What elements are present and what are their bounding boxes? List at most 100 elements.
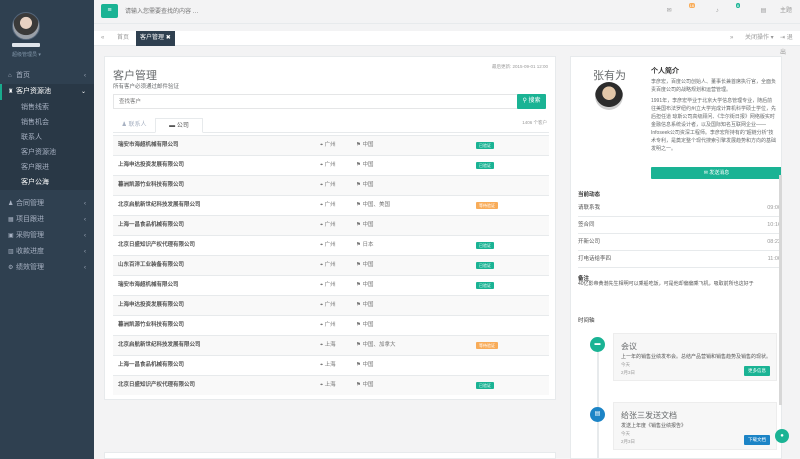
mail-button[interactable]: ✉ 16 <box>655 3 696 14</box>
activity-item[interactable]: 开新公司 08:22 <box>578 234 781 251</box>
country-label: 中国 <box>362 182 374 188</box>
close-icon[interactable]: ✖ <box>165 35 171 41</box>
table-row[interactable]: 瑞安市海超机械有限公司 ⌖ 广州 ⚑ 中国 已验证 <box>113 135 549 155</box>
company-city: ⌖ 上海 <box>320 356 336 375</box>
user-name-blurred <box>12 43 40 47</box>
table-row[interactable]: 上海申达投资发展有限公司 ⌖ 广州 ⚑ 中国 <box>113 295 549 315</box>
sidebar-item-label: 客户资源池 <box>16 88 51 95</box>
company-city: ⌖ 广州 <box>320 216 336 235</box>
chevron-left-icon: ‹ <box>84 201 86 207</box>
table-row[interactable]: 瑞安市海超机械有限公司 ⌖ 广州 ⚑ 中国 已验证 <box>113 275 549 295</box>
timeline-item-desc: 发送上年度《销售业绩报告》 <box>621 423 687 429</box>
sidebar-item-purchasing[interactable]: ▣ 采购管理 ‹ <box>0 228 94 244</box>
sidebar-subitem-contacts[interactable]: 联系人 <box>0 130 94 145</box>
note-title: 备注 <box>578 276 590 282</box>
table-row[interactable]: 暮洲凯源竹业科技有限公司 ⌖ 广州 ⚑ 中国 <box>113 175 549 195</box>
tabs-scroll-right-button[interactable]: » <box>730 35 734 41</box>
company-name[interactable]: 山东百洋工业装备有限公司 <box>118 262 185 268</box>
company-country: ⚑ 中国、加拿大 <box>356 336 395 355</box>
activity-item[interactable]: 签合同 10:16 <box>578 217 781 234</box>
company-name[interactable]: 上海申达投资发展有限公司 <box>118 302 185 308</box>
status-badge: 等待验证 <box>476 202 498 209</box>
calendar-icon: ▦ <box>8 217 14 223</box>
sidebar-item-payments[interactable]: ▥ 收款进度 ‹ <box>0 244 94 260</box>
company-country: ⚑ 中国 <box>356 356 373 375</box>
sidebar-subitem-leads[interactable]: 销售线索 <box>0 100 94 115</box>
company-name[interactable]: 北京日盛知识产权代理有限公司 <box>118 382 196 388</box>
sidebar-item-contracts[interactable]: ♟ 合同管理 ‹ <box>0 196 94 212</box>
user-icon: ♟ <box>8 201 14 207</box>
user-role[interactable]: 超级管理员 ▾ <box>12 52 41 58</box>
avatar[interactable] <box>12 12 40 40</box>
sidebar-item-projects[interactable]: ▦ 项目跟进 ‹ <box>0 212 94 228</box>
company-name[interactable]: 暮洲凯源竹业科技有限公司 <box>118 182 185 188</box>
tasks-icon: ▤ <box>760 8 767 14</box>
table-row[interactable]: 北京启航新世纪科技发展有限公司 ⌖ 广州 ⚑ 中国、美国 等待验证 <box>113 195 549 215</box>
company-name[interactable]: 北京日盛知识产权代理有限公司 <box>118 242 196 248</box>
company-country: ⚑ 中国 <box>356 376 373 395</box>
more-info-button[interactable]: 更多信息 <box>744 366 770 376</box>
table-row[interactable]: 北京日盛知识产权代理有限公司 ⌖ 上海 ⚑ 中国 已验证 <box>113 375 549 395</box>
sidebar-subitem-public[interactable]: 客户公海 <box>0 175 94 190</box>
tab-company[interactable]: ▬ 公司 <box>155 118 203 133</box>
map-marker-icon: ⌖ <box>320 242 324 248</box>
download-doc-button[interactable]: 下载文档 <box>744 435 770 445</box>
chat-button[interactable]: ● <box>775 429 789 443</box>
table-row[interactable]: 北京启航新世纪科技发展有限公司 ⌖ 上海 ⚑ 中国、加拿大 等待验证 <box>113 335 549 355</box>
activity-item[interactable]: 打电话给李四 11:06 <box>578 251 781 268</box>
company-country: ⚑ 中国 <box>356 316 373 335</box>
country-label: 中国 <box>362 142 374 148</box>
company-name[interactable]: 上海申达投资发展有限公司 <box>118 162 185 168</box>
sidebar-subitem-pool[interactable]: 客户资源池 <box>0 145 94 160</box>
company-name[interactable]: 瑞安市海超机械有限公司 <box>118 282 179 288</box>
sidebar-item-performance[interactable]: ⚙ 绩效管理 ‹ <box>0 260 94 276</box>
tab-customer-management[interactable]: 客户管理 ✖ <box>136 31 175 46</box>
table-row[interactable]: 暮洲凯源竹业科技有限公司 ⌖ 广州 ⚑ 中国 <box>113 315 549 335</box>
search-button[interactable]: ⚲ 搜索 <box>517 94 546 109</box>
menu-toggle-button[interactable]: ≡ <box>101 4 118 18</box>
sidebar-subitem-opportunities[interactable]: 销售机会 <box>0 115 94 130</box>
country-label: 中国 <box>362 382 374 388</box>
logout-button[interactable]: ⇥ 退出 <box>776 31 800 56</box>
city-label: 广州 <box>324 282 336 288</box>
country-label: 中国 <box>362 362 374 368</box>
table-row[interactable]: 北京日盛知识产权代理有限公司 ⌖ 广州 ⚑ 日本 已验证 <box>113 235 549 255</box>
status-badge: 已验证 <box>476 162 494 169</box>
tab-home[interactable]: 首页 <box>117 35 130 41</box>
sidebar-item-home[interactable]: ⌂ 首页 ‹ <box>0 68 94 84</box>
global-search-input[interactable] <box>125 4 385 19</box>
tab-label: 联系人 <box>128 122 147 128</box>
company-name[interactable]: 北京启航新世纪科技发展有限公司 <box>118 342 201 348</box>
activity-time: 11:06 <box>767 256 781 262</box>
status-badge: 已验证 <box>476 262 494 269</box>
sidebar-item-customer-pool[interactable]: ♜ 客户资源池 ⌄ <box>0 84 94 100</box>
company-name[interactable]: 北京启航新世纪科技发展有限公司 <box>118 202 201 208</box>
tabs-scroll-left-button[interactable]: « <box>101 35 105 41</box>
company-name[interactable]: 暮洲凯源竹业科技有限公司 <box>118 322 185 328</box>
table-row[interactable]: 上海一昌食品机械有限公司 ⌖ 上海 ⚑ 中国 <box>113 355 549 375</box>
map-marker-icon: ⌖ <box>320 302 324 308</box>
customer-search-input[interactable] <box>113 94 521 109</box>
panel-scrollbar[interactable] <box>779 175 782 405</box>
close-actions-dropdown[interactable]: 关闭操作 ▾ <box>745 35 774 41</box>
company-city: ⌖ 上海 <box>320 376 336 395</box>
company-name[interactable]: 上海一昌食品机械有限公司 <box>118 362 185 368</box>
activity-item[interactable]: 请联系我 09:00 <box>578 200 781 217</box>
table-row[interactable]: 上海一昌食品机械有限公司 ⌖ 广州 ⚑ 中国 <box>113 215 549 235</box>
tab-contacts[interactable]: ♟ 联系人 <box>113 118 155 133</box>
theme-button[interactable]: ▤ 主题 <box>749 8 792 14</box>
sidebar-subitem-followup[interactable]: 客户跟进 <box>0 160 94 175</box>
status-badge: 已验证 <box>476 282 494 289</box>
send-message-button[interactable]: ✉ 发送消息 <box>651 167 781 179</box>
company-name[interactable]: 瑞安市海超机械有限公司 <box>118 142 179 148</box>
activity-title: 当前动态 <box>578 192 601 198</box>
company-country: ⚑ 中国、美国 <box>356 196 390 215</box>
company-city: ⌖ 广州 <box>320 136 336 155</box>
company-name[interactable]: 上海一昌食品机械有限公司 <box>118 222 185 228</box>
flag-icon: ⚑ <box>356 182 361 188</box>
alerts-button[interactable]: ♪8 <box>704 3 740 14</box>
table-row[interactable]: 上海申达投资发展有限公司 ⌖ 广州 ⚑ 中国 已验证 <box>113 155 549 175</box>
table-row[interactable]: 山东百洋工业装备有限公司 ⌖ 广州 ⚑ 中国 已验证 <box>113 255 549 275</box>
timeline-item-day: 今天 <box>621 431 630 436</box>
note-text: 40亿影帝黄渤先生相明可以乘船吃饭，可是他却偏偏乘飞机，吸取前所也这好于 <box>578 281 754 287</box>
